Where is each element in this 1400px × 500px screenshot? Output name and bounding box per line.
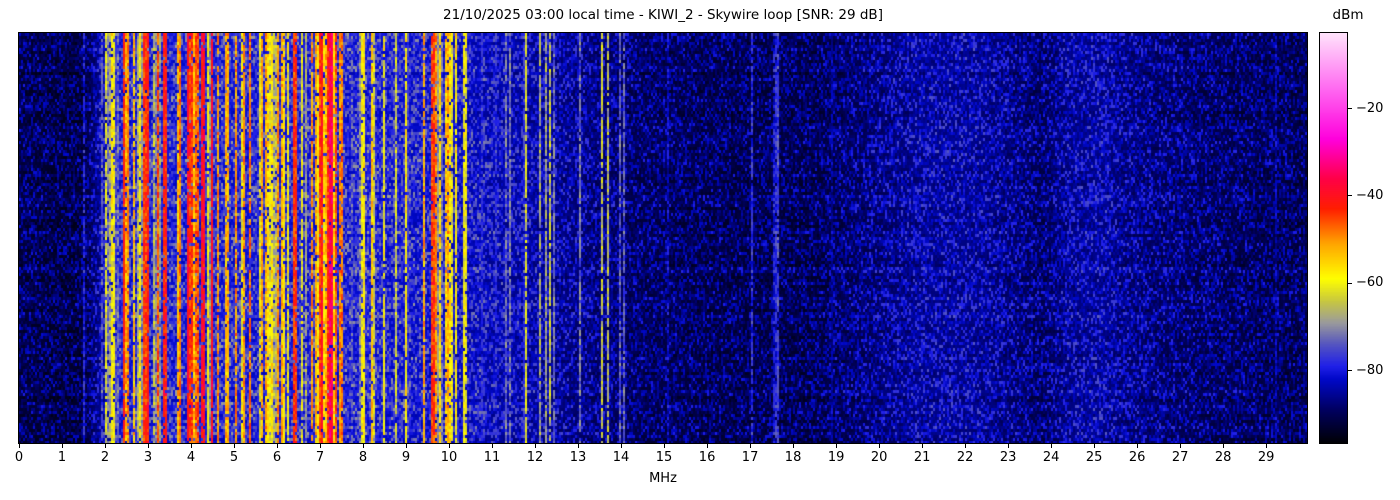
- x-tick-mark: [449, 444, 451, 448]
- x-tick-mark: [578, 444, 580, 448]
- plot-area: [18, 32, 1308, 444]
- x-tick-label: 16: [698, 450, 716, 465]
- x-tick-label: 21: [913, 450, 931, 465]
- x-tick-mark: [1094, 444, 1096, 448]
- x-tick-mark: [234, 444, 236, 448]
- x-tick-label: 26: [1128, 450, 1146, 465]
- x-tick-label: 3: [143, 450, 153, 465]
- colorbar-tick-mark: [1348, 108, 1352, 110]
- x-tick-label: 24: [1042, 450, 1060, 465]
- x-tick-mark: [621, 444, 623, 448]
- x-tick-mark: [277, 444, 279, 448]
- x-tick-label: 6: [272, 450, 282, 465]
- colorbar-tick-label: −20: [1356, 100, 1384, 116]
- x-tick-mark: [1008, 444, 1010, 448]
- x-tick-label: 17: [741, 450, 759, 465]
- colorbar-tick-mark: [1348, 195, 1352, 197]
- colorbar-tick-label: −60: [1356, 275, 1384, 291]
- colorbar: [1319, 32, 1348, 444]
- x-tick-label: 27: [1171, 450, 1189, 465]
- x-tick-label: 4: [186, 450, 196, 465]
- x-tick-label: 28: [1214, 450, 1232, 465]
- x-tick-mark: [1180, 444, 1182, 448]
- spectrogram-canvas: [19, 33, 1307, 443]
- x-tick-label: 8: [358, 450, 368, 465]
- x-tick-mark: [879, 444, 881, 448]
- x-tick-mark: [363, 444, 365, 448]
- x-tick-label: 13: [569, 450, 587, 465]
- x-tick-mark: [836, 444, 838, 448]
- x-tick-label: 9: [401, 450, 411, 465]
- x-tick-label: 29: [1257, 450, 1275, 465]
- colorbar-canvas: [1320, 33, 1347, 443]
- colorbar-tick-mark: [1348, 370, 1352, 372]
- x-tick-mark: [19, 444, 20, 448]
- chart-title: 21/10/2025 03:00 local time - KIWI_2 - S…: [443, 7, 883, 23]
- x-tick-label: 22: [956, 450, 974, 465]
- x-tick-mark: [492, 444, 494, 448]
- x-tick-mark: [320, 444, 322, 448]
- x-tick-mark: [105, 444, 106, 448]
- x-tick-label: 10: [440, 450, 458, 465]
- colorbar-tick-label: −40: [1356, 187, 1384, 203]
- x-tick-mark: [750, 444, 752, 448]
- x-tick-mark: [62, 444, 63, 448]
- x-tick-mark: [707, 444, 709, 448]
- x-tick-label: 7: [315, 450, 325, 465]
- x-tick-label: 14: [612, 450, 630, 465]
- x-tick-label: 5: [229, 450, 239, 465]
- x-tick-mark: [1137, 444, 1139, 448]
- x-tick-mark: [406, 444, 408, 448]
- x-tick-mark: [1223, 444, 1225, 448]
- x-tick-label: 25: [1085, 450, 1103, 465]
- x-tick-label: 23: [999, 450, 1017, 465]
- colorbar-tick-label: −80: [1356, 362, 1384, 378]
- x-tick-mark: [793, 444, 795, 448]
- x-tick-label: 15: [655, 450, 673, 465]
- x-tick-label: 2: [100, 450, 110, 465]
- x-tick-mark: [922, 444, 924, 448]
- x-tick-label: 11: [483, 450, 501, 465]
- x-tick-mark: [664, 444, 666, 448]
- x-tick-label: 12: [526, 450, 544, 465]
- x-tick-label: 20: [870, 450, 888, 465]
- x-tick-mark: [1051, 444, 1053, 448]
- x-tick-label: 18: [784, 450, 802, 465]
- colorbar-tick-mark: [1348, 282, 1352, 284]
- x-tick-mark: [535, 444, 537, 448]
- colorbar-label: dBm: [1332, 7, 1364, 23]
- x-tick-mark: [965, 444, 967, 448]
- x-tick-label: 0: [14, 450, 24, 465]
- x-tick-mark: [191, 444, 193, 448]
- x-tick-mark: [1266, 444, 1268, 448]
- x-tick-label: 19: [827, 450, 845, 465]
- x-axis-label: MHz: [649, 471, 677, 486]
- x-tick-label: 1: [57, 450, 67, 465]
- x-tick-mark: [148, 444, 149, 448]
